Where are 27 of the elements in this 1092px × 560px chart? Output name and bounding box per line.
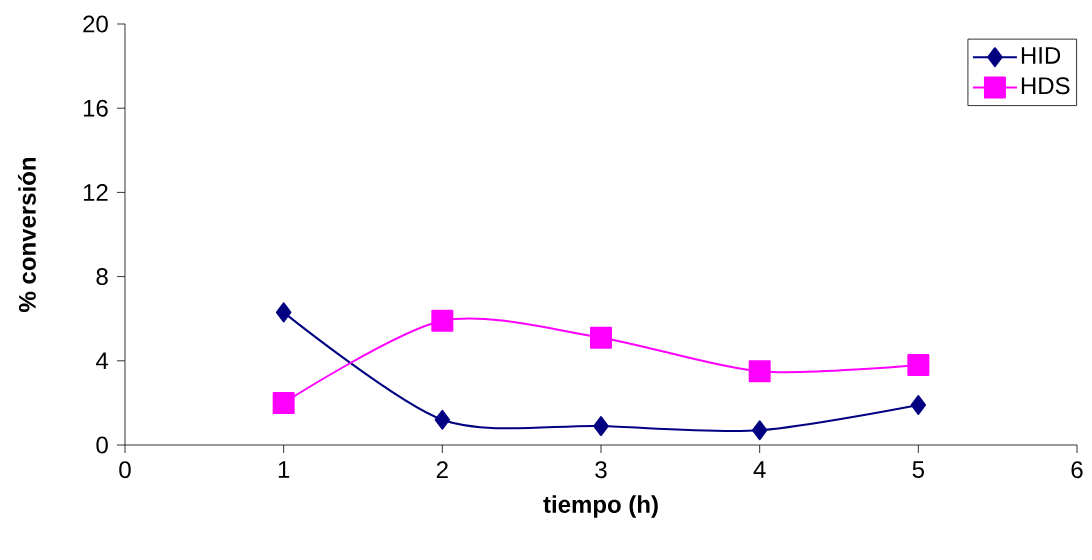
x-axis-title: tiempo (h) bbox=[543, 495, 658, 518]
y-tick-label: 20 bbox=[83, 15, 108, 33]
y-tick-label: 0 bbox=[96, 436, 108, 454]
point bbox=[907, 354, 930, 377]
y-tick-label: 12 bbox=[83, 184, 108, 201]
y-tick-label: 8 bbox=[96, 268, 108, 286]
x-tick-label: 4 bbox=[753, 461, 766, 478]
y-tick-label: 16 bbox=[83, 99, 108, 117]
point bbox=[910, 395, 927, 416]
point bbox=[431, 309, 454, 332]
point bbox=[434, 409, 451, 430]
y-axis-title: % conversión bbox=[18, 157, 36, 312]
point bbox=[275, 302, 292, 323]
point bbox=[593, 416, 609, 437]
x-tick-label: 6 bbox=[1071, 461, 1083, 479]
legend-label: HID bbox=[1021, 47, 1061, 64]
y-tick-label: 4 bbox=[96, 352, 109, 370]
x-tick-label: 2 bbox=[436, 461, 448, 478]
point bbox=[590, 326, 612, 349]
x-tick-label: 5 bbox=[912, 461, 925, 478]
x-tick-label: 1 bbox=[278, 461, 290, 478]
legend-label: HDS bbox=[1021, 77, 1070, 95]
x-tick-label: 3 bbox=[595, 461, 607, 479]
point bbox=[751, 420, 768, 441]
point bbox=[272, 391, 295, 414]
x-tick-label: 0 bbox=[119, 461, 131, 479]
point bbox=[748, 360, 771, 383]
